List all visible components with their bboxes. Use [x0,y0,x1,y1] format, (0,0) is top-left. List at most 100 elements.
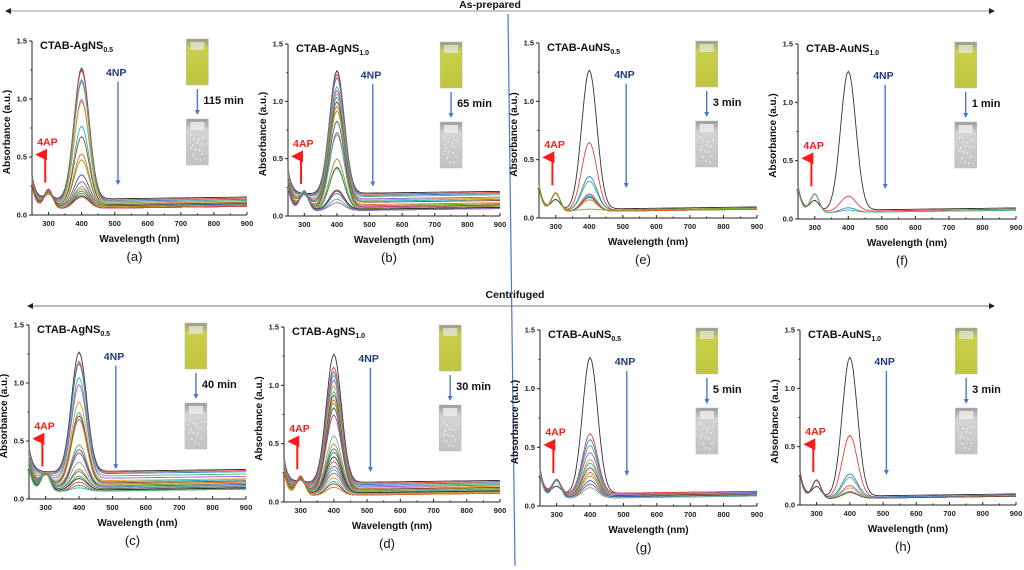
label-4np: 4NP [361,69,381,81]
x-tick-label: 900 [1010,509,1023,518]
x-axis-title: Wavelength (nm) [352,521,432,532]
label-4np: 4NP [874,356,894,368]
x-tick-label: 300 [550,510,563,519]
panel-title-subscript: 1.0 [871,336,881,343]
panel-b: 300 400 500 600 700 800 900 0.0 0.5 1.0 1.5 Wavelen… [258,40,506,266]
y-axis-title: Absorbance (a.u.) [509,92,520,176]
arrowhead [448,113,454,118]
x-tick-label: 300 [42,219,55,228]
spectrum-line [283,469,500,495]
spectrum-line [283,394,500,490]
reaction-time-label: 3 min [713,97,742,109]
cuvette-after-image [695,120,718,168]
spectrum-line [28,383,246,479]
arrowhead [367,467,373,472]
spectrum-line [28,362,247,475]
reaction-time-label: 115 min [203,95,244,107]
spectrum-line [538,175,757,211]
x-tick-label: 500 [106,503,119,512]
section-as-prepared: As-prepared [5,0,995,14]
spectrum-line [31,101,247,204]
spectrum-line [31,182,248,208]
panel-title: CTAB-AgNS0.5 [40,40,113,54]
section-label: Centrifuged [486,289,545,301]
y-tick-label: 0.0 [783,215,793,224]
section-centrifuged: Centrifuged [27,289,995,309]
x-tick-label: 700 [173,503,186,512]
panel-title-subscript: 0.5 [100,331,110,338]
spectrum-line [28,465,246,491]
panel-title: CTAB-AgNS1.0 [296,43,369,57]
spectrum-line [283,402,500,491]
y-axis-title: Absorbance (a.u.) [768,93,779,177]
y-tick-label: 0.5 [269,439,279,448]
y-tick-label: 0.0 [524,214,534,223]
arrowhead [115,180,121,186]
cuvette-before-image [695,327,719,375]
arrowhead [882,184,888,189]
panel-title-main: CTAB-AuNS [806,43,869,55]
spectrum-line [28,401,246,481]
x-tick-label: 600 [396,220,409,229]
label-4ap: 4AP [289,423,309,435]
x-tick-label: 900 [1010,223,1023,232]
cuvette-after-image [184,402,208,450]
y-tick-label: 1.0 [524,97,534,106]
spectrum-line [287,186,501,212]
spectrum-line [287,101,500,203]
x-tick-label: 500 [361,506,374,515]
x-tick-label: 800 [206,503,219,512]
panel-letter: (d) [379,536,395,551]
y-tick-label: 1.0 [14,379,24,388]
spectrum-line [287,158,500,209]
spectrum-line [28,464,246,490]
cuvette-before-image [438,324,462,372]
label-4np: 4NP [615,356,635,368]
y-tick-label: 1.0 [525,384,535,393]
spectrum-line [799,472,1016,498]
label-4np: 4NP [873,70,893,82]
panel-letter: (b) [381,250,397,265]
reaction-time-label: 40 min [202,379,237,391]
cuvette-after-image [695,407,719,455]
x-tick-label: 400 [328,506,341,515]
spectrum-line [539,473,757,499]
x-tick-label: 500 [876,223,889,232]
y-tick-label: 0.0 [14,495,24,504]
x-tick-label: 600 [394,506,407,515]
arrowhead [624,470,630,476]
x-tick-label: 900 [494,506,507,515]
panel-title-subscript: 1.0 [869,50,879,57]
spectrum-line [28,418,246,485]
label-4ap: 4AP [293,138,313,150]
y-tick-label: 0.0 [525,502,535,511]
vertical-divider [507,13,516,567]
spectrum-line [539,433,758,494]
panel-title-subscript: 0.5 [610,49,620,56]
x-tick-label: 800 [461,506,474,515]
x-tick-label: 700 [427,506,440,515]
x-tick-label: 600 [142,219,155,228]
reaction-time-label: 1 min [972,98,1001,110]
arrowhead [963,113,969,118]
y-tick-label: 0.5 [524,155,534,164]
arrowhead [963,399,969,404]
panel-title: CTAB-AgNS0.5 [37,324,110,338]
spectrum-line [539,467,757,496]
spectrum-line [538,186,757,212]
panel-title-main: CTAB-AuNS [548,329,611,341]
spectrum-line [539,451,757,495]
y-tick-label: 1.5 [273,40,283,49]
panel-letter: (c) [125,533,140,548]
arrowhead [623,183,629,188]
panel-title-subscript: 1.0 [359,50,369,57]
y-tick-label: 0.0 [269,498,279,507]
x-tick-label: 500 [617,222,630,231]
y-tick-label: 1.5 [785,326,795,335]
panel-title-subscript: 0.5 [611,336,621,343]
panel-letter: (a) [127,249,143,264]
cuvette-after-image [954,121,977,169]
spectrum-line [799,356,1016,497]
y-tick-label: 0.5 [14,437,24,446]
spectrum-line [283,379,500,488]
